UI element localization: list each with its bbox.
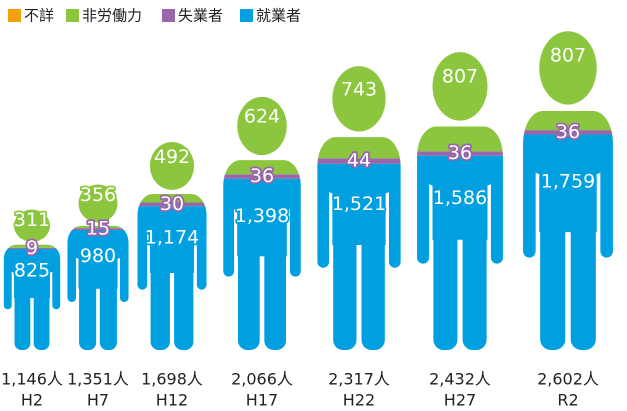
- legend-label: 就業者: [256, 7, 301, 25]
- value-label: 492: [154, 146, 190, 168]
- legend-swatch: [66, 9, 79, 22]
- x-tick-label: H22: [343, 391, 375, 410]
- value-label: 311: [14, 209, 50, 231]
- value-label: 44: [347, 149, 371, 171]
- x-tick-label: H7: [87, 391, 109, 410]
- legend-label: 非労働力: [82, 7, 142, 25]
- x-tick-label: H27: [444, 391, 476, 410]
- total-label: 1,146人: [1, 370, 63, 389]
- total-label: 1,351人: [67, 370, 129, 389]
- value-label: 825: [14, 260, 50, 282]
- value-label: 8: [256, 71, 268, 93]
- x-tick-label: H17: [246, 391, 278, 410]
- value-label: 1,521: [332, 193, 386, 215]
- value-label: 1,174: [145, 226, 199, 248]
- legend-swatch: [240, 9, 253, 22]
- value-label: 807: [442, 66, 478, 88]
- total-label: 2,602人: [537, 370, 599, 389]
- value-label: 36: [448, 142, 472, 164]
- value-label: 9: [26, 237, 38, 259]
- legend-label: 失業者: [178, 7, 223, 25]
- value-label: 1,759: [541, 170, 595, 192]
- value-label: 36: [556, 121, 580, 143]
- total-label: 2,317人: [328, 370, 390, 389]
- x-tick-label: R2: [557, 391, 578, 410]
- x-tick-label: H12: [156, 391, 188, 410]
- segment: [317, 158, 401, 164]
- total-label: 2,066人: [231, 370, 293, 389]
- value-label: 2: [166, 116, 178, 138]
- value-label: 36: [250, 165, 274, 187]
- segment: [3, 247, 61, 249]
- value-label: 9: [353, 41, 365, 63]
- total-label: 2,432人: [429, 370, 491, 389]
- value-label: 3: [454, 27, 466, 49]
- segment: [137, 202, 207, 207]
- segment: [417, 155, 503, 350]
- value-label: 624: [244, 106, 280, 128]
- legend-label: 不詳: [24, 7, 54, 25]
- value-label: 30: [160, 193, 184, 215]
- value-label: 356: [80, 184, 116, 206]
- legend-swatch: [8, 9, 21, 22]
- segment: [223, 174, 301, 179]
- x-tick-label: H2: [21, 391, 43, 410]
- value-label: 807: [550, 44, 586, 66]
- value-label: 743: [341, 79, 377, 101]
- value-label: 1,398: [235, 205, 289, 227]
- segment: [417, 151, 503, 156]
- total-label: 1,698人: [141, 370, 203, 389]
- segment: [523, 134, 613, 350]
- legend-swatch: [162, 9, 175, 22]
- value-label: 0: [92, 159, 104, 181]
- value-label: 15: [86, 218, 110, 240]
- segment: [67, 228, 129, 230]
- segment: [317, 163, 401, 350]
- value-label: 1: [26, 184, 38, 206]
- value-label: 980: [80, 245, 116, 267]
- segment: [523, 130, 613, 135]
- value-label: 1,586: [433, 187, 487, 209]
